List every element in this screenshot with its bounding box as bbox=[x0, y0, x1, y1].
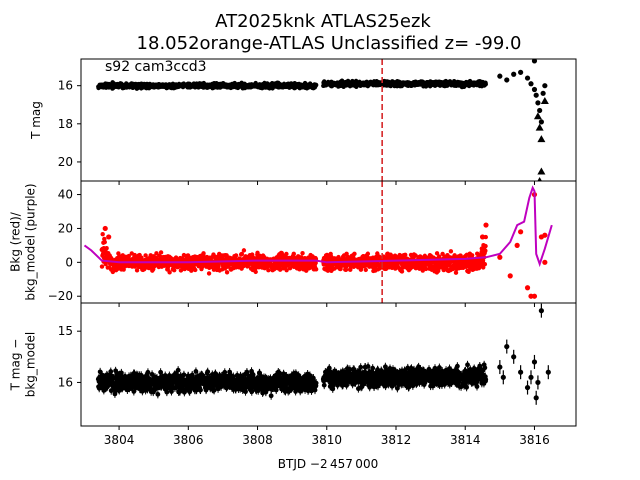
diff-ylabel-0: T mag − bbox=[9, 339, 23, 392]
bkg-tail-point-1 bbox=[507, 273, 513, 279]
chart-annotation: s92 cam3ccd3 bbox=[105, 59, 207, 75]
tmag-upper-limit-5 bbox=[537, 177, 542, 181]
diff-tail-point-2 bbox=[504, 343, 510, 350]
tmag-upper-limit-0 bbox=[533, 112, 542, 120]
tmag-tail-point-4 bbox=[524, 75, 531, 81]
panel-tmag: 16 18 20 T mag bbox=[29, 58, 577, 185]
xtick-label-0: 3804 bbox=[104, 433, 135, 447]
diff-plot-area bbox=[95, 303, 551, 405]
diff-axes-frame bbox=[80, 302, 577, 427]
tmag-segment-0 bbox=[96, 80, 319, 91]
bkg-tail-point-4 bbox=[524, 285, 531, 291]
diff-tail-point-1 bbox=[500, 374, 506, 380]
diff-tail-point-7 bbox=[531, 359, 538, 365]
diff-ylabel-1: bkg_model bbox=[24, 332, 38, 398]
bkg-ytick-label-2: 20 bbox=[58, 221, 73, 235]
tmag-upper-limit-2 bbox=[537, 135, 546, 143]
tmag-ytick-label-0: 16 bbox=[58, 79, 73, 93]
tmag-tail-point-10 bbox=[537, 107, 543, 114]
diff-tail-point-4 bbox=[518, 369, 524, 375]
tmag-tail-point-9 bbox=[535, 100, 541, 106]
xtick-label-3: 3810 bbox=[311, 433, 342, 447]
tmag-tail-point-0 bbox=[497, 73, 503, 79]
xtick-label-4: 3812 bbox=[381, 433, 412, 447]
bkg-edge-point-2 bbox=[479, 234, 486, 240]
diff-ytick-label-0: 15 bbox=[58, 324, 73, 338]
panel-bkg: −20 0 20 40 Bkg (red)/bkg_model (purple) bbox=[9, 180, 577, 307]
tmag-tail-point-13 bbox=[542, 83, 548, 89]
bkg-segment-0 bbox=[99, 231, 319, 276]
bkg-edge-point-1 bbox=[106, 234, 112, 240]
tmag-upper-limit-3 bbox=[540, 96, 549, 104]
tmag-tail-point-2 bbox=[511, 71, 517, 77]
tmag-tail-point-6 bbox=[531, 59, 538, 64]
bkg-ylabel-1: bkg_model (purple) bbox=[24, 183, 38, 300]
diff-tail-point-11 bbox=[545, 369, 551, 375]
tmag-plot-area bbox=[96, 59, 549, 181]
bkg-edge-point-0 bbox=[102, 225, 108, 232]
x-axis-label: BTJD −2 457 000 bbox=[278, 457, 378, 471]
tmag-tail-point-7 bbox=[531, 86, 538, 93]
diff-tail-point-9 bbox=[535, 379, 541, 386]
bkg-ytick-label-3: 40 bbox=[58, 188, 73, 202]
diff-tail-point-8 bbox=[533, 395, 539, 401]
tmag-ytick-label-1: 18 bbox=[58, 117, 73, 131]
tmag-upper-limit-1 bbox=[535, 123, 544, 131]
diff-segment-1 bbox=[320, 360, 489, 393]
diff-ytick-label-1: 16 bbox=[58, 375, 73, 389]
chart-title-line2: 18.052orange-ATLAS Unclassified z= -99.0 bbox=[137, 33, 522, 54]
bkg-tail-point-10 bbox=[542, 259, 548, 265]
bkg-plot-area bbox=[83, 181, 553, 303]
tmag-tail-point-5 bbox=[528, 81, 534, 87]
bkg-tail-point-3 bbox=[518, 229, 524, 235]
xtick-label-5: 3814 bbox=[450, 433, 481, 447]
diff-tail-point-10 bbox=[538, 308, 544, 314]
tmag-ylabel-0: T mag bbox=[29, 101, 43, 140]
xtick-label-2: 3808 bbox=[242, 433, 273, 447]
bkg-ytick-label-0: −20 bbox=[48, 289, 73, 303]
xtick-label-6: 3816 bbox=[519, 433, 550, 447]
bkg-ytick-label-1: 0 bbox=[65, 255, 73, 269]
tmag-segment-1 bbox=[321, 78, 488, 90]
tmag-tail-point-12 bbox=[540, 90, 546, 96]
bkg-edge-point-3 bbox=[483, 222, 489, 228]
tmag-tail-point-8 bbox=[533, 92, 539, 98]
diff-tail-point-5 bbox=[524, 384, 531, 391]
bkg-tail-point-6 bbox=[531, 293, 538, 299]
tmag-ytick-label-2: 20 bbox=[58, 155, 73, 169]
bkg-tail-point-9 bbox=[542, 232, 548, 238]
bkg-tail-point-0 bbox=[497, 254, 503, 260]
bkg-segment-1 bbox=[321, 234, 488, 275]
tmag-tail-point-3 bbox=[518, 69, 524, 75]
diff-tail-point-3 bbox=[511, 354, 517, 360]
tmag-tail-point-11 bbox=[538, 119, 544, 125]
xtick-label-1: 3806 bbox=[173, 433, 204, 447]
bkg-model-line bbox=[83, 185, 553, 268]
chart-title-line1: AT2025knk ATLAS25ezk bbox=[215, 11, 431, 32]
diff-tail-point-0 bbox=[497, 364, 503, 370]
diff-segment-0 bbox=[95, 366, 319, 400]
bkg-ylabel-0: Bkg (red)/ bbox=[9, 211, 23, 272]
tmag-tail-point-1 bbox=[504, 77, 510, 83]
bkg-tail-point-2 bbox=[514, 242, 520, 248]
diff-tail-point-6 bbox=[528, 374, 534, 380]
tmag-upper-limit-4 bbox=[537, 167, 546, 175]
panel-diff: 15 16 3804 3806 3808 3810 3812 3814 3816 T mag − b… bbox=[9, 302, 577, 447]
